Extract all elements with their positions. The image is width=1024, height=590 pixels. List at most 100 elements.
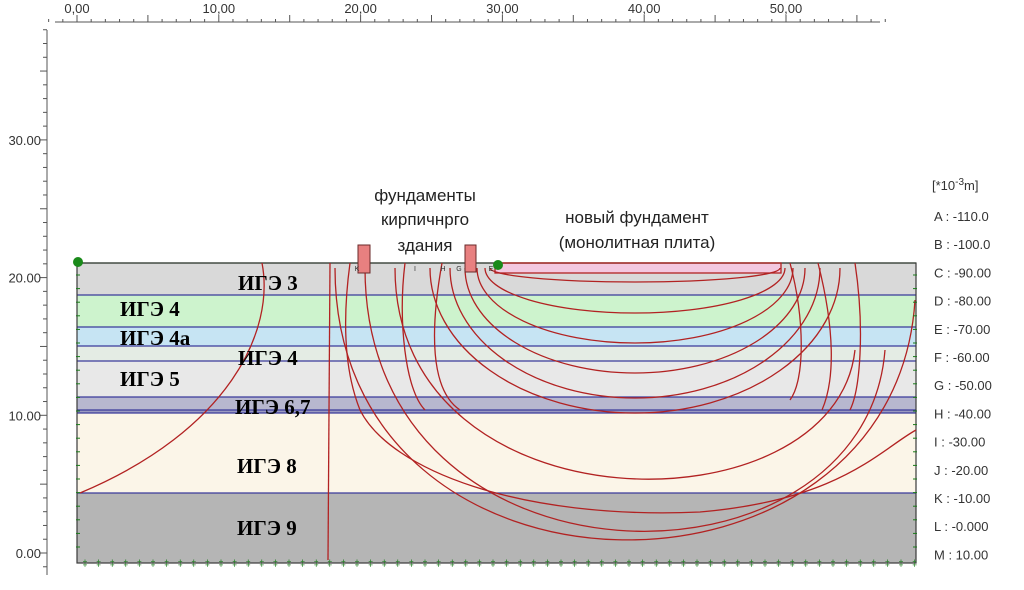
legend-item: H : -40.00 — [934, 406, 991, 421]
contour — [344, 262, 917, 514]
soil-band — [77, 493, 916, 563]
fixity: ‡ — [654, 558, 659, 568]
contour — [817, 262, 832, 411]
fixity: ‡ — [681, 558, 686, 568]
annotation: (монолитная плита) — [559, 233, 716, 252]
fixity: ‡ — [150, 558, 155, 568]
fixity: ‡ — [613, 558, 618, 568]
node-point — [73, 257, 83, 267]
contour — [789, 262, 802, 401]
contour — [394, 267, 856, 480]
fixity: ‡ — [300, 558, 305, 568]
fixity: ‡ — [96, 558, 101, 568]
layer-label: ИГЭ 4 — [238, 346, 298, 370]
layer-label: ИГЭ 9 — [237, 516, 297, 540]
x-tick-label: 30,00 — [486, 1, 519, 16]
fixity: ‡ — [382, 558, 387, 568]
fixity: ‡ — [450, 558, 455, 568]
annotation: здания — [398, 236, 453, 255]
fixity: ‡ — [232, 558, 237, 568]
fixity: ‡ — [722, 558, 727, 568]
legend-item: D : -80.00 — [934, 294, 991, 309]
fixity: ‡ — [531, 558, 536, 568]
x-tick-label: 40,00 — [628, 1, 661, 16]
fixity: ‡ — [803, 558, 808, 568]
fixity: ‡ — [586, 558, 591, 568]
fixity: ‡ — [409, 558, 414, 568]
fixity: ‡ — [898, 558, 903, 568]
soil-band — [77, 361, 916, 397]
fixity: ‡ — [735, 558, 740, 568]
contour — [849, 262, 862, 411]
fixity: ‡ — [667, 558, 672, 568]
soil-band — [77, 397, 916, 410]
fixity: ‡ — [273, 558, 278, 568]
fixity: ‡ — [164, 558, 169, 568]
annotation: кирпичнрго — [381, 210, 469, 229]
fixity: ‡ — [504, 558, 509, 568]
contour-label: E — [489, 266, 494, 273]
contour — [489, 267, 781, 283]
fixity: ‡ — [830, 558, 835, 568]
old-foundation — [464, 244, 477, 273]
fixity: ‡ — [749, 558, 754, 568]
legend-unit: [*10-3m] — [932, 177, 979, 193]
soil-band — [77, 295, 916, 327]
layer-label: ИГЭ 5 — [120, 367, 180, 391]
fixity: ‡ — [790, 558, 795, 568]
fixity: ‡ — [259, 558, 264, 568]
contours — [79, 262, 917, 561]
fixity: ‡ — [191, 558, 196, 568]
soil-band — [77, 413, 916, 493]
legend-unit-part: m] — [964, 178, 978, 193]
legend-item: C : -90.00 — [934, 265, 991, 280]
fixity: ‡ — [817, 558, 822, 568]
legend-item: A : -110.0 — [934, 209, 989, 224]
fixity: ‡ — [368, 558, 373, 568]
fixity: ‡ — [218, 558, 223, 568]
legend-item: K : -10.00 — [934, 491, 990, 506]
annotation: фундаменты — [374, 186, 476, 205]
legend-item: B : -100.0 — [934, 237, 990, 252]
legend-unit-part: [*10 — [932, 178, 955, 193]
fixity: ‡ — [858, 558, 863, 568]
layer-label: ИГЭ 6,7 — [235, 395, 310, 419]
fixity: ‡ — [137, 558, 142, 568]
contour — [464, 267, 806, 374]
legend-item: G : -50.00 — [934, 378, 992, 393]
legend-item: F : -60.00 — [934, 350, 990, 365]
layer-label: ИГЭ 4а — [120, 326, 191, 350]
legend-unit-part: -3 — [955, 177, 964, 188]
fixity: ‡ — [178, 558, 183, 568]
x-tick-label: 50,00 — [770, 1, 803, 16]
fixity: ‡ — [341, 558, 346, 568]
annotation: новый фундамент — [565, 208, 709, 227]
contour — [449, 267, 821, 399]
node-point — [493, 260, 503, 270]
fixity: ‡ — [286, 558, 291, 568]
soil-band — [77, 327, 916, 346]
fixity: ‡ — [708, 558, 713, 568]
fixity: ‡ — [205, 558, 210, 568]
fixity: ‡ — [422, 558, 427, 568]
fixity: ‡ — [885, 558, 890, 568]
fixity: ‡ — [558, 558, 563, 568]
contour-label: K — [355, 266, 360, 273]
fixity: ‡ — [776, 558, 781, 568]
y-tick-label: 0.00 — [16, 546, 41, 561]
contour — [476, 267, 794, 344]
slab-region — [495, 263, 781, 273]
fixity: ‡ — [844, 558, 849, 568]
contour — [401, 262, 426, 411]
layer-label: ИГЭ 8 — [237, 454, 297, 478]
contour — [429, 267, 841, 414]
fixity: ‡ — [871, 558, 876, 568]
fixity: ‡ — [395, 558, 400, 568]
fixity: ‡ — [123, 558, 128, 568]
x-tick-label: 0,00 — [64, 1, 89, 16]
soil-band — [77, 410, 916, 413]
fixity: ‡ — [436, 558, 441, 568]
y-tick-label: 30.00 — [8, 133, 41, 148]
fixity: ‡ — [912, 558, 917, 568]
